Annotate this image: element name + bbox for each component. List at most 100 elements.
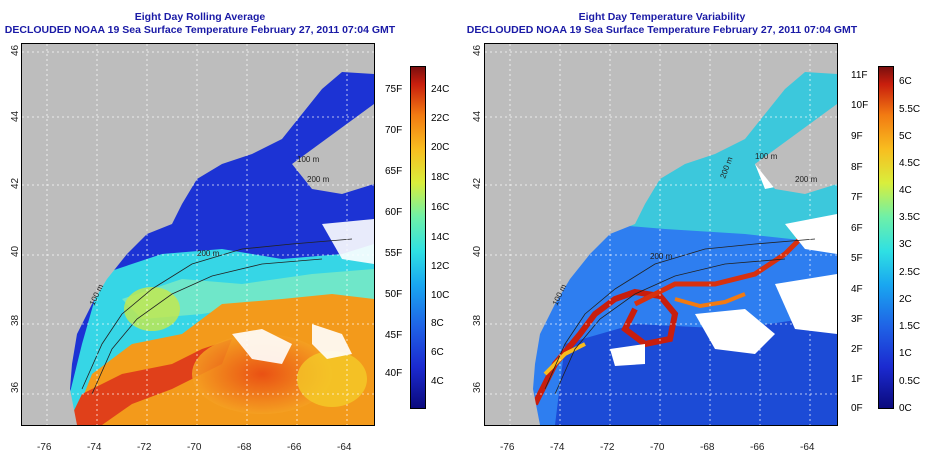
left-lat-axis: 46 44 42 40 38 36 bbox=[10, 44, 21, 393]
colorbar-c-label: 3.5C bbox=[899, 212, 921, 223]
sst-variability-map: 100 m 200 m 200 m 100 m 200 m bbox=[484, 43, 838, 426]
colorbar-c-label: 2C bbox=[899, 294, 912, 305]
gulf-stream-front bbox=[532, 288, 679, 406]
colorbar-c-label: 10C bbox=[431, 290, 450, 301]
depth-contour bbox=[554, 258, 786, 395]
right-title-line2: DECLOUDED NOAA 19 Sea Surface Temperatur… bbox=[466, 24, 858, 36]
lon-tick: -68 bbox=[237, 442, 252, 453]
colorbar-c-label: 6C bbox=[431, 347, 444, 358]
colorbar-f-label: 11F bbox=[851, 70, 868, 81]
colorbar-c-label: 16C bbox=[431, 202, 450, 213]
sst-average-map: 100 m 200 m 100 m 200 m bbox=[21, 43, 375, 426]
lat-tick: 36 bbox=[10, 381, 21, 393]
colorbar-f-label: 70F bbox=[385, 125, 403, 136]
colorbar-c-label: 2.5C bbox=[899, 267, 921, 278]
lon-tick: -70 bbox=[650, 442, 665, 453]
colorbar-f-label: 75F bbox=[385, 84, 403, 95]
right-lon-axis: -76 -74 -72 -70 -68 -66 -64 bbox=[500, 442, 815, 453]
lat-tick: 44 bbox=[472, 110, 483, 122]
lat-tick: 46 bbox=[10, 44, 21, 56]
eddy-front-secondary bbox=[674, 292, 746, 309]
cloud-patch bbox=[775, 274, 837, 334]
depth-label: 200 m bbox=[795, 175, 818, 184]
depth-contour bbox=[81, 238, 353, 390]
depth-contour bbox=[91, 258, 323, 395]
lon-tick: -70 bbox=[187, 442, 202, 453]
colorbar-f-label: 0F bbox=[851, 403, 863, 414]
colorbar-c-label: 0C bbox=[899, 403, 912, 414]
variability-colorbar bbox=[878, 66, 894, 409]
depth-label: 100 m bbox=[755, 152, 778, 161]
colorbar-f-label: 65F bbox=[385, 166, 403, 177]
colorbar-f-label: 45F bbox=[385, 330, 403, 341]
colorbar-c-label: 1C bbox=[899, 348, 912, 359]
lon-tick: -72 bbox=[137, 442, 152, 453]
lat-tick: 46 bbox=[472, 44, 483, 56]
lon-tick: -76 bbox=[37, 442, 52, 453]
lon-tick: -66 bbox=[287, 442, 302, 453]
colorbar-f-label: 2F bbox=[851, 344, 863, 355]
colorbar-c-label: 12C bbox=[431, 261, 450, 272]
lon-tick: -76 bbox=[500, 442, 515, 453]
depth-label: 200 m bbox=[197, 249, 220, 258]
colorbar-c-label: 4.5C bbox=[899, 158, 921, 169]
lat-tick: 44 bbox=[10, 110, 21, 122]
cloud-patch bbox=[610, 344, 645, 366]
colorbar-c-label: 4C bbox=[431, 376, 444, 387]
depth-label: 200 m bbox=[650, 252, 673, 261]
cloud-patch bbox=[312, 324, 352, 359]
colorbar-c-label: 4C bbox=[899, 185, 912, 196]
cloud-patch bbox=[785, 214, 837, 254]
depth-label: 100 m bbox=[297, 155, 320, 164]
lon-tick: -64 bbox=[800, 442, 815, 453]
lat-tick: 40 bbox=[472, 245, 483, 257]
colorbar-f-label: 6F bbox=[851, 223, 863, 234]
colorbar-c-label: 22C bbox=[431, 113, 450, 124]
left-title-line2: DECLOUDED NOAA 19 Sea Surface Temperatur… bbox=[4, 24, 396, 36]
colorbar-f-label: 8F bbox=[851, 162, 863, 173]
land-north-america bbox=[485, 44, 837, 425]
left-map-title: Eight Day Rolling Average DECLOUDED NOAA… bbox=[0, 11, 400, 37]
colorbar-c-label: 20C bbox=[431, 142, 450, 153]
land-north-america bbox=[22, 44, 374, 425]
sst-colorbar bbox=[410, 66, 426, 409]
colorbar-c-label: 14C bbox=[431, 232, 450, 243]
yellow-patch bbox=[297, 351, 367, 407]
lon-tick: -64 bbox=[337, 442, 352, 453]
right-lat-axis: 46 44 42 40 38 36 bbox=[472, 44, 483, 393]
lon-tick: -74 bbox=[87, 442, 102, 453]
lat-tick: 40 bbox=[10, 245, 21, 257]
right-title-line1: Eight Day Temperature Variability bbox=[578, 11, 746, 23]
cloud-patch bbox=[695, 309, 775, 354]
colorbar-f-label: 9F bbox=[851, 131, 863, 142]
colorbar-c-label: 3C bbox=[899, 239, 912, 250]
colorbar-c-label: 24C bbox=[431, 84, 450, 95]
colorbar-f-label: 3F bbox=[851, 314, 863, 325]
left-lon-axis: -76 -74 -72 -70 -68 -66 -64 bbox=[37, 442, 352, 453]
lat-tick: 42 bbox=[10, 177, 21, 189]
lon-tick: -66 bbox=[750, 442, 765, 453]
colorbar-c-label: 6C bbox=[899, 76, 912, 87]
colorbar-f-label: 4F bbox=[851, 284, 863, 295]
colorbar-f-label: 10F bbox=[851, 100, 869, 111]
lon-tick: -72 bbox=[600, 442, 615, 453]
colorbar-f-label: 5F bbox=[851, 253, 863, 264]
land-nova-scotia bbox=[755, 104, 837, 194]
cloud-patch bbox=[322, 219, 374, 264]
depth-contour bbox=[544, 238, 816, 390]
colorbar-f-label: 40F bbox=[385, 368, 403, 379]
cloud-patch bbox=[232, 329, 292, 364]
eddy-front bbox=[633, 232, 807, 307]
colorbar-f-label: 50F bbox=[385, 289, 403, 300]
colorbar-c-label: 1.5C bbox=[899, 321, 921, 332]
warm-streak bbox=[543, 342, 586, 376]
lat-tick: 42 bbox=[472, 177, 483, 189]
depth-label: 200 m bbox=[307, 175, 330, 184]
colorbar-c-label: 8C bbox=[431, 318, 444, 329]
left-title-line1: Eight Day Rolling Average bbox=[134, 11, 266, 23]
colorbar-f-label: 7F bbox=[851, 192, 863, 203]
lon-tick: -68 bbox=[700, 442, 715, 453]
lon-tick: -74 bbox=[550, 442, 565, 453]
colorbar-f-label: 60F bbox=[385, 207, 403, 218]
